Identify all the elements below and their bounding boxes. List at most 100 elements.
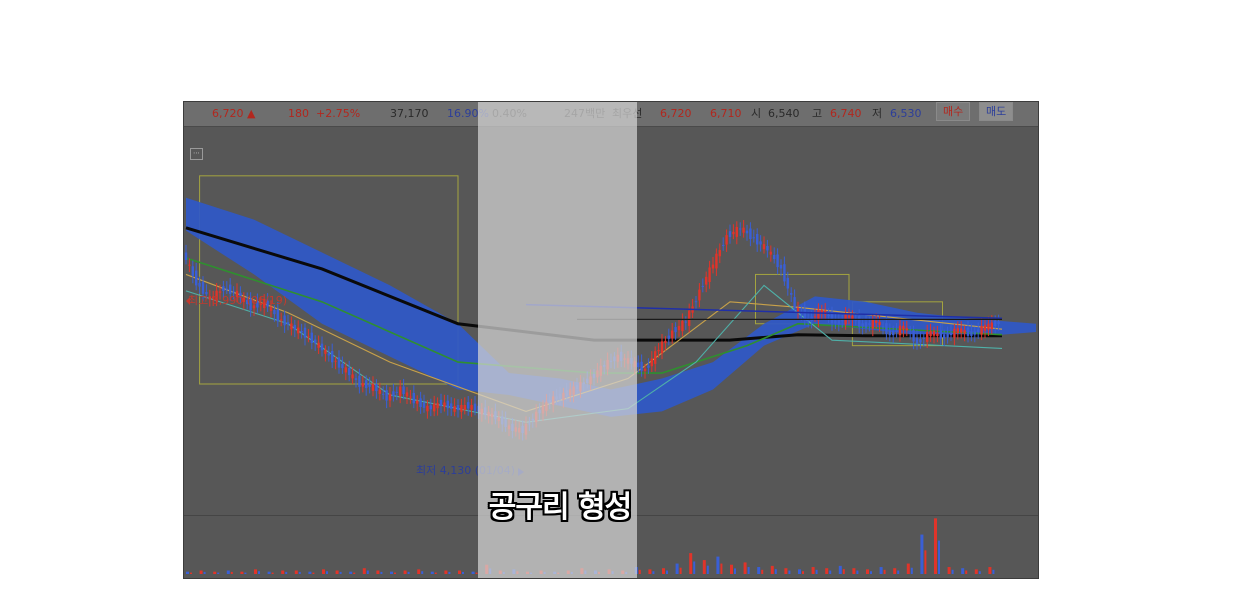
- volume-bar: [570, 571, 573, 574]
- candle-body: [358, 375, 361, 387]
- volume-bar: [988, 567, 992, 574]
- candle-body: [402, 386, 405, 395]
- candle-body: [184, 252, 188, 261]
- candle-body: [694, 301, 698, 303]
- price-change: 180: [288, 107, 309, 120]
- candle-body: [960, 328, 963, 333]
- candle-body: [820, 310, 823, 313]
- candle-body: [640, 361, 643, 371]
- candle-body: [453, 405, 456, 412]
- candle-body: [344, 367, 347, 373]
- volume-bar: [951, 569, 954, 574]
- candle-body: [470, 405, 473, 410]
- candle-body: [725, 235, 728, 245]
- candle-body: [711, 264, 715, 269]
- candle-body: [409, 396, 412, 398]
- volume-bar: [557, 572, 560, 574]
- candle-body: [671, 330, 674, 339]
- candle-body: [382, 393, 385, 395]
- candle-body: [759, 241, 762, 245]
- candle-body: [249, 299, 252, 311]
- candle-body: [708, 267, 711, 282]
- volume-bar: [625, 571, 628, 574]
- candle-body: [212, 296, 215, 299]
- candle-body: [528, 423, 531, 425]
- candle-body: [375, 384, 378, 392]
- candle-body: [810, 316, 813, 322]
- candle-body: [752, 237, 755, 239]
- volume-bar: [254, 569, 257, 574]
- candle-body: [256, 301, 259, 308]
- volume-bar: [258, 571, 260, 574]
- candle-body: [864, 322, 868, 328]
- volume-bar: [838, 565, 842, 574]
- candle-body: [905, 328, 908, 331]
- candle-body: [246, 300, 249, 305]
- volume-bar: [285, 571, 288, 574]
- volume-bar: [893, 568, 897, 574]
- candle-body: [300, 330, 303, 333]
- candle-body: [433, 403, 436, 412]
- sell-button[interactable]: 매도: [979, 102, 1014, 121]
- candle-body: [242, 297, 245, 302]
- candle-body: [497, 417, 500, 421]
- candle-body: [354, 378, 358, 380]
- volume-bar: [526, 571, 529, 574]
- candle-body: [756, 233, 759, 245]
- buy-button[interactable]: 매수: [936, 102, 971, 121]
- candle-body: [643, 368, 647, 371]
- volume-bar: [366, 570, 369, 574]
- candle-body: [623, 358, 626, 360]
- caption-text: 공구리 형성: [488, 490, 632, 525]
- candle-body: [637, 362, 640, 368]
- candle-body: [378, 389, 381, 394]
- volume-bar: [417, 569, 421, 574]
- candle-body: [218, 291, 222, 293]
- candle-body: [521, 425, 524, 433]
- volume-bar: [883, 569, 886, 574]
- candle-body: [654, 351, 657, 364]
- candle-body: [467, 402, 470, 409]
- volume-bar: [471, 571, 475, 574]
- candle-body: [191, 266, 194, 276]
- candle-body: [429, 405, 432, 410]
- candle-body: [650, 358, 653, 367]
- candle-body: [841, 320, 844, 322]
- candle-body: [980, 326, 983, 335]
- candle-body: [548, 400, 551, 403]
- candle-body: [511, 423, 514, 431]
- candle-body: [524, 423, 528, 435]
- candle-body: [837, 319, 840, 325]
- volume-bar: [842, 569, 845, 574]
- volume-bar: [512, 569, 516, 574]
- candle-body: [331, 350, 334, 363]
- candle-body: [722, 244, 725, 246]
- high-label: 고: [812, 107, 823, 120]
- candle-body: [235, 290, 239, 298]
- candle-body: [630, 357, 633, 364]
- volume-bar: [566, 570, 570, 574]
- candle-body: [688, 310, 691, 326]
- candle-body: [779, 264, 783, 269]
- best-ask: 6,720: [660, 107, 692, 120]
- chart-settings-icon[interactable]: ⋯: [190, 148, 203, 160]
- volume-bar: [689, 553, 693, 574]
- volume-bar: [458, 570, 461, 574]
- volume-bar: [743, 562, 747, 574]
- volume-bar: [489, 568, 492, 574]
- candle-body: [762, 244, 766, 250]
- volume-bar: [784, 568, 788, 574]
- candle-body: [919, 339, 922, 343]
- candle-body: [307, 336, 310, 338]
- candle-body: [239, 292, 242, 298]
- candle-body: [861, 323, 864, 327]
- candle-body: [399, 386, 402, 397]
- volume-bar: [444, 570, 448, 574]
- volume-bar: [312, 572, 315, 574]
- candle-body: [885, 323, 888, 335]
- volume-bar: [938, 540, 940, 574]
- candle-body: [310, 332, 313, 344]
- candle-body: [188, 264, 191, 266]
- volume-bar: [815, 569, 818, 574]
